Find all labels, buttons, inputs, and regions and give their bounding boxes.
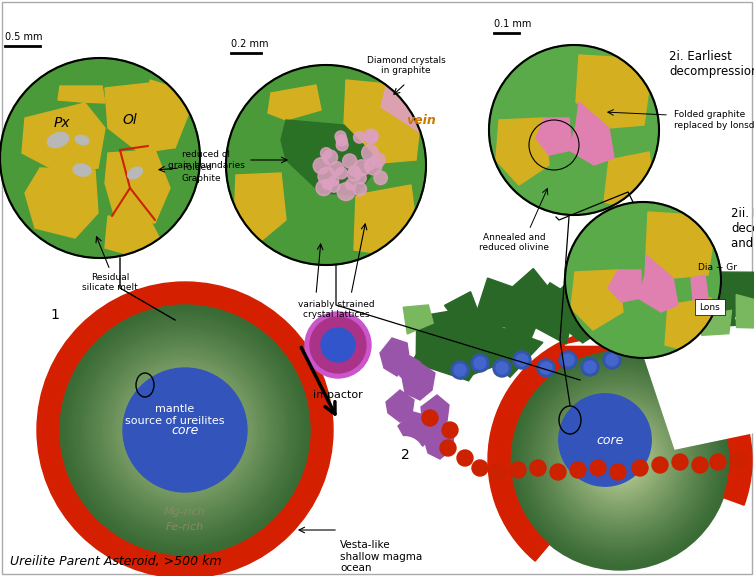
Circle shape — [584, 425, 656, 496]
Circle shape — [565, 405, 675, 515]
Circle shape — [345, 179, 356, 190]
Circle shape — [70, 315, 300, 545]
Text: core: core — [596, 434, 624, 446]
Polygon shape — [665, 298, 715, 352]
Circle shape — [551, 391, 688, 529]
Circle shape — [78, 323, 293, 537]
Circle shape — [587, 427, 653, 493]
Circle shape — [125, 370, 245, 490]
Circle shape — [730, 452, 746, 468]
Circle shape — [562, 402, 678, 518]
Polygon shape — [505, 295, 541, 343]
Circle shape — [692, 457, 708, 473]
Text: reduced ol
grain boundaries: reduced ol grain boundaries — [167, 150, 244, 170]
Circle shape — [474, 357, 486, 369]
Polygon shape — [398, 412, 433, 446]
Circle shape — [362, 145, 379, 161]
Circle shape — [321, 328, 355, 362]
Circle shape — [148, 392, 222, 468]
Circle shape — [180, 425, 190, 435]
Circle shape — [330, 162, 344, 175]
Circle shape — [565, 202, 721, 358]
Polygon shape — [386, 390, 414, 422]
Circle shape — [606, 354, 618, 366]
Circle shape — [615, 454, 626, 465]
Polygon shape — [608, 270, 641, 302]
Circle shape — [516, 354, 528, 366]
Polygon shape — [412, 313, 495, 381]
Circle shape — [598, 438, 642, 482]
Circle shape — [584, 361, 596, 373]
Polygon shape — [234, 173, 286, 245]
Polygon shape — [398, 356, 420, 382]
Polygon shape — [652, 282, 692, 332]
Circle shape — [573, 413, 667, 507]
Polygon shape — [105, 83, 175, 153]
Text: Vesta-like
shallow magma
ocean: Vesta-like shallow magma ocean — [340, 540, 422, 573]
Circle shape — [490, 464, 506, 480]
Circle shape — [100, 345, 270, 515]
Circle shape — [632, 460, 648, 476]
Circle shape — [518, 358, 722, 562]
Circle shape — [313, 158, 329, 174]
Circle shape — [454, 364, 466, 376]
Circle shape — [122, 367, 247, 492]
Circle shape — [559, 394, 651, 486]
Circle shape — [320, 147, 332, 159]
Circle shape — [516, 355, 725, 564]
Circle shape — [37, 282, 333, 576]
Circle shape — [532, 372, 708, 548]
Ellipse shape — [73, 164, 91, 176]
Polygon shape — [281, 120, 381, 195]
Circle shape — [137, 382, 232, 478]
Circle shape — [365, 131, 378, 143]
Circle shape — [115, 360, 255, 500]
Circle shape — [72, 317, 298, 543]
Ellipse shape — [75, 135, 89, 145]
Circle shape — [150, 395, 220, 465]
Circle shape — [145, 390, 225, 470]
Polygon shape — [403, 305, 434, 334]
Circle shape — [556, 397, 683, 523]
Circle shape — [316, 180, 332, 196]
Polygon shape — [604, 152, 654, 208]
Circle shape — [652, 457, 668, 473]
Text: 0.2 mm: 0.2 mm — [231, 39, 268, 49]
Polygon shape — [25, 168, 98, 238]
Polygon shape — [536, 118, 572, 155]
Circle shape — [322, 180, 332, 189]
Circle shape — [336, 139, 348, 151]
Circle shape — [554, 394, 686, 526]
Text: 2ii. Later
decompression
and cooling: 2ii. Later decompression and cooling — [731, 207, 754, 250]
Circle shape — [163, 407, 207, 453]
Circle shape — [103, 347, 268, 513]
Polygon shape — [576, 55, 649, 128]
Polygon shape — [557, 267, 621, 343]
Circle shape — [609, 449, 631, 471]
Circle shape — [559, 400, 681, 521]
Circle shape — [135, 380, 235, 480]
Circle shape — [335, 131, 346, 142]
Circle shape — [160, 405, 210, 455]
Circle shape — [85, 330, 285, 530]
Circle shape — [595, 435, 645, 485]
Circle shape — [581, 358, 599, 376]
Circle shape — [63, 308, 308, 552]
Circle shape — [603, 444, 636, 476]
Circle shape — [127, 373, 243, 487]
Circle shape — [328, 181, 340, 192]
Circle shape — [75, 320, 295, 540]
Circle shape — [576, 416, 664, 504]
Circle shape — [571, 411, 670, 510]
Circle shape — [158, 403, 213, 457]
Circle shape — [173, 418, 198, 442]
Circle shape — [581, 422, 658, 498]
Circle shape — [510, 462, 526, 478]
Text: 2: 2 — [400, 448, 409, 462]
Circle shape — [513, 351, 531, 369]
Polygon shape — [354, 185, 416, 255]
Text: 2i. Earliest
decompression: 2i. Earliest decompression — [669, 50, 754, 78]
Text: Diamond crystals
in graphite: Diamond crystals in graphite — [366, 56, 446, 75]
Circle shape — [123, 368, 247, 492]
